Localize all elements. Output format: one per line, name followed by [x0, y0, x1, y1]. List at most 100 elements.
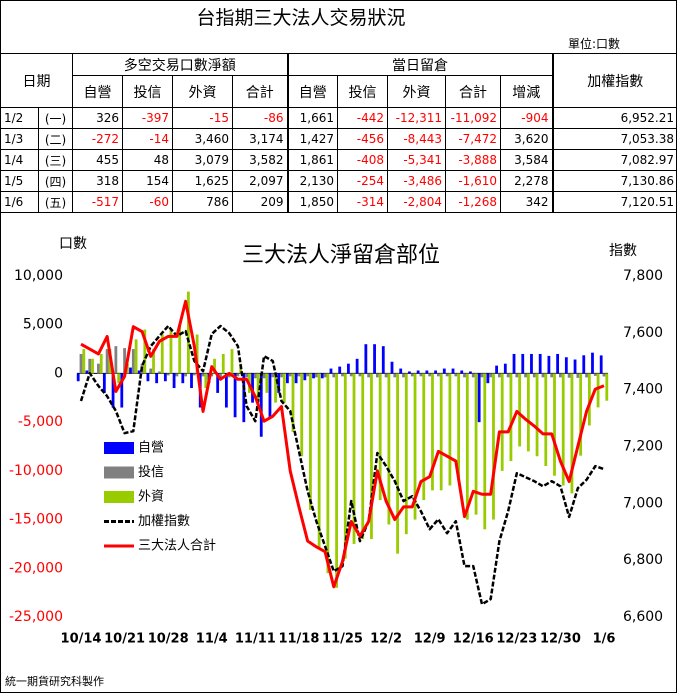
bar: [271, 373, 275, 378]
legend-label: 自營: [138, 441, 164, 456]
bar: [227, 373, 231, 378]
column-header: 合計: [232, 75, 288, 108]
table-cell: -2,804: [387, 191, 446, 213]
table-cell: (二): [38, 128, 73, 150]
bar: [439, 373, 443, 491]
table-cell: 1,850: [286, 191, 338, 213]
bar: [492, 373, 495, 520]
bar: [515, 373, 519, 378]
legend-swatch: [104, 466, 134, 479]
bar: [460, 370, 464, 374]
column-header: 外資: [387, 75, 446, 108]
bar: [556, 353, 560, 374]
bar: [396, 373, 399, 554]
bar: [410, 373, 414, 377]
bar: [422, 373, 426, 501]
table-cell: 342: [499, 191, 554, 213]
bar: [404, 373, 408, 535]
bar: [312, 373, 315, 379]
bar: [300, 373, 304, 457]
bar: [593, 373, 597, 376]
bar: [303, 373, 307, 381]
bar: [347, 363, 350, 374]
bar: [309, 373, 312, 510]
bar: [361, 373, 365, 540]
bar: [123, 348, 126, 374]
bar: [538, 353, 542, 374]
table-cell: -1,268: [445, 191, 501, 213]
bar: [102, 373, 106, 393]
bar: [384, 373, 388, 378]
page-title: 台指期三大法人交易狀況: [196, 7, 406, 29]
bar: [314, 373, 318, 378]
bar: [378, 373, 382, 501]
table-cell: 3,174: [232, 128, 288, 150]
bar: [375, 373, 379, 378]
bar: [465, 373, 469, 520]
table-cell: 3,079: [172, 149, 233, 171]
bar: [469, 371, 472, 374]
bar: [489, 373, 493, 378]
table-cell: -517: [72, 191, 123, 213]
bar: [76, 373, 80, 382]
bar: [329, 368, 333, 374]
table-cell: 3,582: [232, 149, 288, 171]
bar: [190, 373, 193, 389]
table-cell: -314: [337, 191, 388, 213]
bar: [579, 373, 583, 456]
header-cell: 加權指數: [551, 53, 676, 108]
column-header: 合計: [445, 75, 501, 108]
bar: [399, 368, 403, 374]
bar: [445, 373, 449, 377]
table-cell: -60: [122, 191, 173, 213]
bar: [158, 371, 161, 374]
bar: [512, 353, 516, 374]
y-tick-label: -20,000: [9, 560, 63, 576]
bar: [230, 349, 234, 374]
bar: [541, 373, 545, 378]
table-cell: 6,952.21: [551, 107, 676, 129]
column-header: 自營: [72, 75, 123, 108]
bar: [221, 353, 225, 374]
bar: [530, 353, 533, 374]
bar: [282, 373, 286, 403]
bar: [428, 373, 432, 377]
bar: [474, 373, 478, 515]
bar: [88, 358, 92, 374]
bar: [393, 373, 397, 378]
bar: [195, 334, 199, 374]
y2-axis-title: 指數: [609, 243, 637, 259]
bar: [288, 373, 292, 377]
bar: [253, 373, 257, 379]
bar: [358, 373, 362, 377]
table-cell: -8,443: [387, 128, 446, 150]
bar: [544, 373, 548, 466]
bar: [210, 373, 214, 377]
legend-label: 投信: [138, 464, 164, 480]
bar: [402, 373, 405, 378]
bar: [425, 370, 429, 374]
table-cell: 7,120.51: [551, 191, 676, 213]
table-cell: -14: [122, 128, 173, 150]
line: [79, 324, 605, 606]
bar: [341, 373, 344, 377]
table-cell: -3,888: [445, 149, 501, 171]
bar: [134, 339, 138, 374]
bar: [416, 370, 420, 374]
bar: [419, 373, 423, 377]
bar: [477, 373, 481, 423]
x-tick-label: 12/30: [540, 632, 581, 647]
bar: [463, 373, 466, 378]
bar: [532, 373, 536, 378]
bar: [129, 367, 132, 374]
table-cell: 7,082.97: [551, 149, 676, 171]
bar: [224, 373, 228, 408]
table-cell: 1/4: [1, 149, 39, 171]
bar: [506, 373, 510, 378]
bar: [373, 344, 376, 374]
bar: [172, 373, 176, 389]
bar: [297, 373, 301, 377]
bar: [97, 363, 100, 374]
table-cell: 1/5: [1, 170, 39, 192]
y-tick-label: 0: [54, 365, 63, 381]
